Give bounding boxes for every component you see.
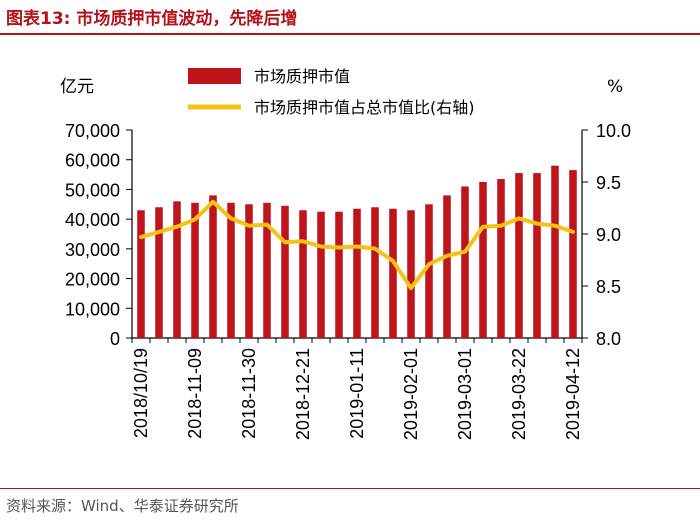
y-right-tick-label: 9.5: [596, 173, 621, 193]
x-tick-label: 2018-11-30: [239, 348, 259, 439]
bar: [263, 202, 271, 338]
title-divider: [0, 33, 700, 35]
y-left-tick-label: 60,000: [65, 151, 120, 171]
bar: [281, 205, 289, 338]
bar: [461, 186, 469, 338]
bar: [299, 210, 307, 338]
y-right-tick-label: 10.0: [596, 121, 631, 141]
bar: [209, 195, 217, 338]
x-tick-label: 2019-03-22: [509, 348, 529, 440]
y-left-tick-label: 70,000: [65, 121, 120, 141]
legend-label-bar: 市场质押市值: [254, 67, 350, 86]
y-right-tick-label: 8.0: [596, 329, 621, 349]
bar: [389, 208, 397, 338]
bar: [551, 165, 559, 338]
bar: [515, 173, 523, 338]
x-tick-label: 2018-11-09: [185, 348, 205, 439]
bar: [425, 204, 433, 338]
bar: [407, 210, 415, 338]
bar: [173, 201, 181, 338]
bar: [569, 170, 577, 338]
y-left-tick-label: 0: [110, 329, 120, 349]
bar: [353, 208, 361, 338]
bar: [155, 207, 163, 338]
y-left-tick-label: 30,000: [65, 240, 120, 260]
chart: 市场质押市值 市场质押市值占总市值比(右轴) 亿元 % 70,000 60,000…: [60, 67, 631, 440]
y-left-tick-label: 40,000: [65, 210, 120, 230]
source-divider: [0, 488, 700, 489]
x-tick-label: 2019-04-12: [563, 348, 583, 440]
x-tick-label: 2019-03-01: [455, 348, 475, 440]
y-left-tick-label: 10,000: [65, 299, 120, 319]
figure-title: 图表13: 市场质押市值波动，先降后增: [6, 9, 298, 29]
ratio-line: [139, 199, 575, 291]
bar: [533, 173, 541, 338]
bar: [335, 211, 343, 338]
x-tick-label: 2018-12-21: [293, 348, 313, 440]
bar: [227, 202, 235, 338]
legend-swatch-bar: [188, 68, 241, 84]
y-right-tick-label: 9.0: [596, 225, 621, 245]
bar: [371, 207, 379, 338]
y-right-unit-label: %: [607, 77, 623, 97]
bar: [479, 182, 487, 338]
bar: [317, 211, 325, 338]
y-left-unit-label: 亿元: [60, 77, 94, 97]
bar: [191, 202, 199, 338]
x-tick-label: 2019-02-01: [401, 348, 421, 440]
bar: [497, 179, 505, 338]
source-note: 资料来源：Wind、华泰证券研究所: [6, 497, 239, 515]
bar: [443, 195, 451, 338]
y-left-tick-label: 50,000: [65, 180, 120, 200]
legend-label-line: 市场质押市值占总市值比(右轴): [254, 98, 475, 117]
bar: [137, 210, 145, 338]
y-left-tick-label: 20,000: [65, 270, 120, 290]
bar: [245, 204, 253, 338]
y-right-tick-label: 8.5: [596, 277, 621, 297]
x-tick-label: 2018/10/19: [131, 348, 151, 438]
x-tick-label: 2019-01-11: [347, 348, 367, 439]
